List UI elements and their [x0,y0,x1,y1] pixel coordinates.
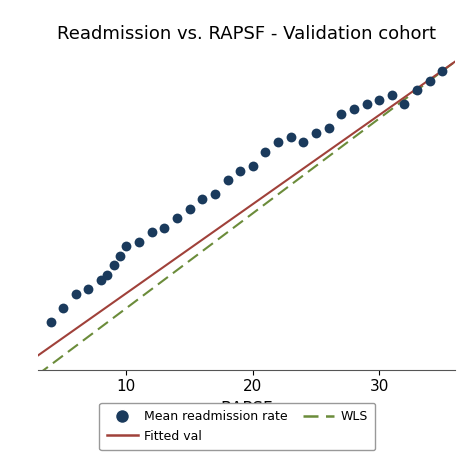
Point [199,195,206,203]
Point [249,162,256,170]
Point [211,191,219,198]
Point [262,148,269,155]
Point [274,138,282,146]
Point [413,86,421,94]
Point [47,319,55,326]
Point [237,167,244,174]
Point [388,91,396,99]
Point [148,228,155,236]
Point [375,96,383,103]
Point [300,138,307,146]
Point [426,77,434,84]
Point [97,276,105,283]
Point [104,271,111,279]
Point [312,129,320,137]
Point [85,285,92,293]
Point [401,100,408,108]
Point [59,304,67,312]
Point [123,243,130,250]
Point [325,124,332,132]
Point [110,262,118,269]
Point [161,224,168,231]
Point [224,176,231,184]
Title: Readmission vs. RAPSF - Validation cohort: Readmission vs. RAPSF - Validation cohor… [57,25,436,43]
Point [438,67,446,75]
Point [337,110,345,118]
X-axis label: RAPSF: RAPSF [220,400,273,418]
Point [173,214,181,222]
Point [116,252,124,260]
Point [186,205,193,212]
Point [135,238,143,246]
Point [363,100,370,108]
Point [287,134,294,141]
Point [72,290,80,298]
Point [350,105,358,113]
